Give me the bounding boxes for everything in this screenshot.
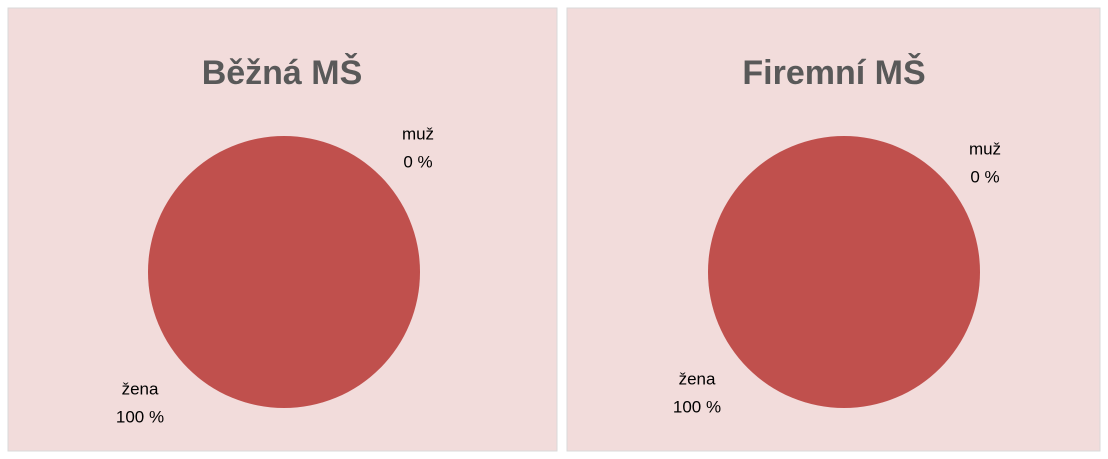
slice-category-label: muž: [402, 124, 434, 143]
chart-title: Běžná MŠ: [202, 53, 363, 92]
slice-category-label: muž: [969, 139, 1001, 158]
slice-category-label: žena: [122, 379, 159, 398]
slice-value-label: 0 %: [403, 152, 432, 171]
pie-slice: [708, 136, 980, 408]
slice-value-label: 0 %: [970, 167, 999, 186]
slice-category-label: žena: [679, 369, 716, 388]
chart-title: Firemní MŠ: [742, 53, 925, 92]
slice-value-label: 100 %: [673, 397, 721, 416]
pie-slice: [148, 136, 420, 408]
slice-value-label: 100 %: [116, 407, 164, 426]
